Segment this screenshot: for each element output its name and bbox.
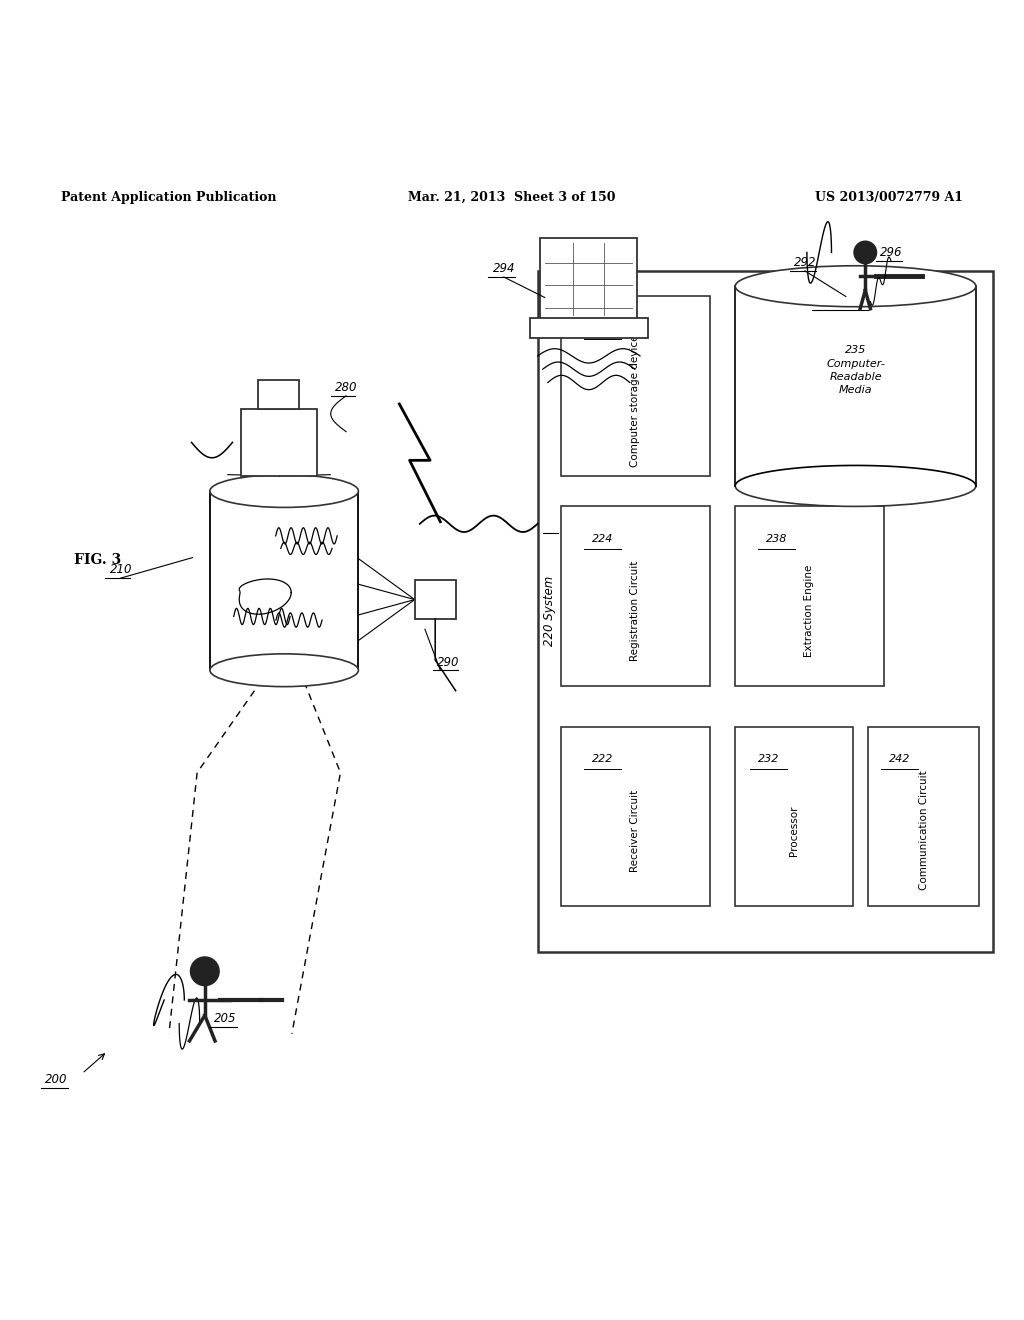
- Text: Patent Application Publication: Patent Application Publication: [61, 191, 276, 205]
- Text: Receiver Circuit: Receiver Circuit: [631, 789, 640, 871]
- Bar: [561, 726, 710, 906]
- Text: Extraction Engine: Extraction Engine: [805, 564, 814, 656]
- Bar: [735, 507, 884, 685]
- Bar: [538, 271, 993, 952]
- Bar: [735, 286, 976, 486]
- Ellipse shape: [735, 466, 976, 507]
- Bar: [415, 579, 456, 619]
- Text: 224: 224: [592, 533, 613, 544]
- Text: Registration Circuit: Registration Circuit: [631, 560, 640, 660]
- Text: Computer storage device: Computer storage device: [631, 334, 640, 467]
- Bar: [210, 491, 358, 671]
- Ellipse shape: [210, 653, 358, 686]
- Text: 292: 292: [794, 256, 816, 269]
- Text: 210: 210: [110, 564, 132, 577]
- Bar: [258, 380, 299, 409]
- Bar: [541, 238, 637, 319]
- Text: 234: 234: [592, 323, 613, 334]
- Bar: [241, 409, 317, 475]
- Text: 200: 200: [45, 1073, 68, 1086]
- Ellipse shape: [735, 265, 976, 306]
- Circle shape: [190, 957, 219, 986]
- Bar: [735, 726, 853, 906]
- Text: 220 System: 220 System: [544, 577, 556, 647]
- Text: 242: 242: [889, 754, 910, 764]
- Text: Mar. 21, 2013  Sheet 3 of 150: Mar. 21, 2013 Sheet 3 of 150: [409, 191, 615, 205]
- Ellipse shape: [210, 475, 358, 507]
- Bar: [530, 318, 647, 338]
- Text: Communication Circuit: Communication Circuit: [919, 771, 929, 891]
- Text: US 2013/0072779 A1: US 2013/0072779 A1: [814, 191, 963, 205]
- Text: 222: 222: [592, 754, 613, 764]
- Text: 232: 232: [758, 754, 779, 764]
- Text: 280: 280: [335, 380, 357, 393]
- Bar: [561, 297, 710, 475]
- Bar: [868, 726, 979, 906]
- Text: Processor: Processor: [790, 805, 799, 855]
- Circle shape: [854, 242, 877, 264]
- Text: 235
Computer-
Readable
Media: 235 Computer- Readable Media: [826, 346, 885, 395]
- Text: FIG. 3: FIG. 3: [74, 553, 121, 566]
- Text: 294: 294: [493, 263, 515, 276]
- Text: 290: 290: [437, 656, 460, 668]
- Text: 205: 205: [214, 1012, 237, 1024]
- Text: 296: 296: [880, 246, 902, 259]
- Text: 238: 238: [766, 533, 787, 544]
- Bar: [561, 507, 710, 685]
